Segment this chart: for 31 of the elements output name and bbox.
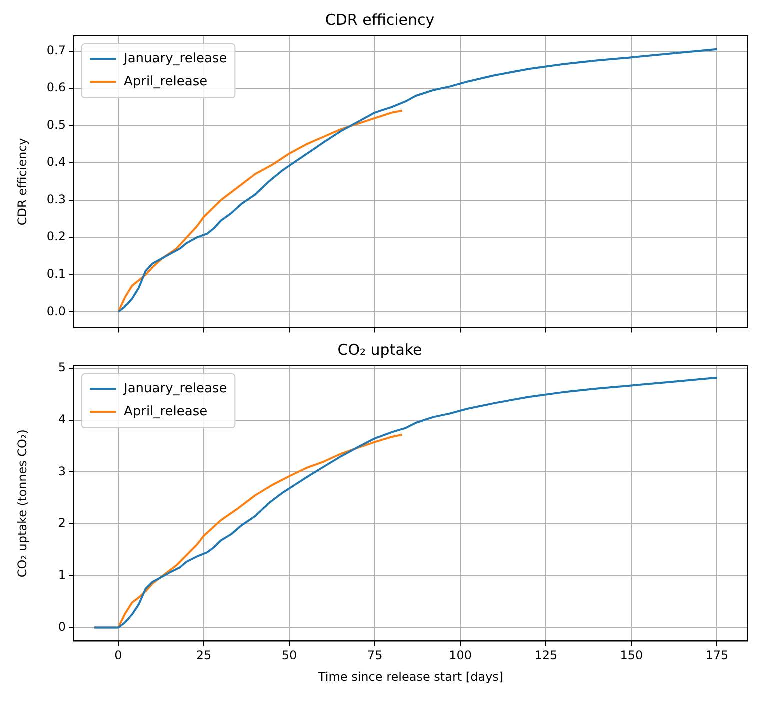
chart-title: CDR efficiency <box>325 10 435 29</box>
x-axis-title: Time since release start [days] <box>317 670 504 684</box>
y-tick-label: 0.7 <box>46 43 66 58</box>
y-tick-label: 0 <box>58 620 66 634</box>
legend-label: April_release <box>124 74 208 90</box>
x-tick-label: 75 <box>367 648 383 663</box>
y-tick-label: 0.4 <box>46 155 66 170</box>
y-tick-label: 4 <box>58 412 66 427</box>
x-tick-label: 150 <box>620 648 644 663</box>
y-tick-label: 0.3 <box>46 192 66 206</box>
x-tick-label: 50 <box>282 648 298 663</box>
x-tick-label: 100 <box>449 648 472 663</box>
x-tick-label: 0 <box>114 648 122 663</box>
x-tick-label: 125 <box>534 648 558 663</box>
x-tick-label: 25 <box>196 648 212 663</box>
y-tick-label: 1 <box>58 568 66 582</box>
y-tick-label: 2 <box>58 516 66 530</box>
x-tick-label: 175 <box>706 648 729 663</box>
legend-label: April_release <box>124 404 208 420</box>
y-tick-label: 0.6 <box>46 80 66 95</box>
chart-title: CO₂ uptake <box>338 340 422 359</box>
y-tick-label: 0.2 <box>46 230 66 244</box>
legend-label: January_release <box>123 51 228 66</box>
y-tick-label: 3 <box>58 464 66 478</box>
y-axis-title: CO₂ uptake (tonnes CO₂) <box>15 430 30 578</box>
legend-label: January_release <box>123 381 228 396</box>
y-tick-label: 0.5 <box>46 118 66 132</box>
y-axis-title: CDR efficiency <box>15 138 30 226</box>
y-tick-label: 5 <box>58 360 66 375</box>
y-tick-label: 0.1 <box>46 267 66 282</box>
y-tick-label: 0.0 <box>46 304 66 318</box>
